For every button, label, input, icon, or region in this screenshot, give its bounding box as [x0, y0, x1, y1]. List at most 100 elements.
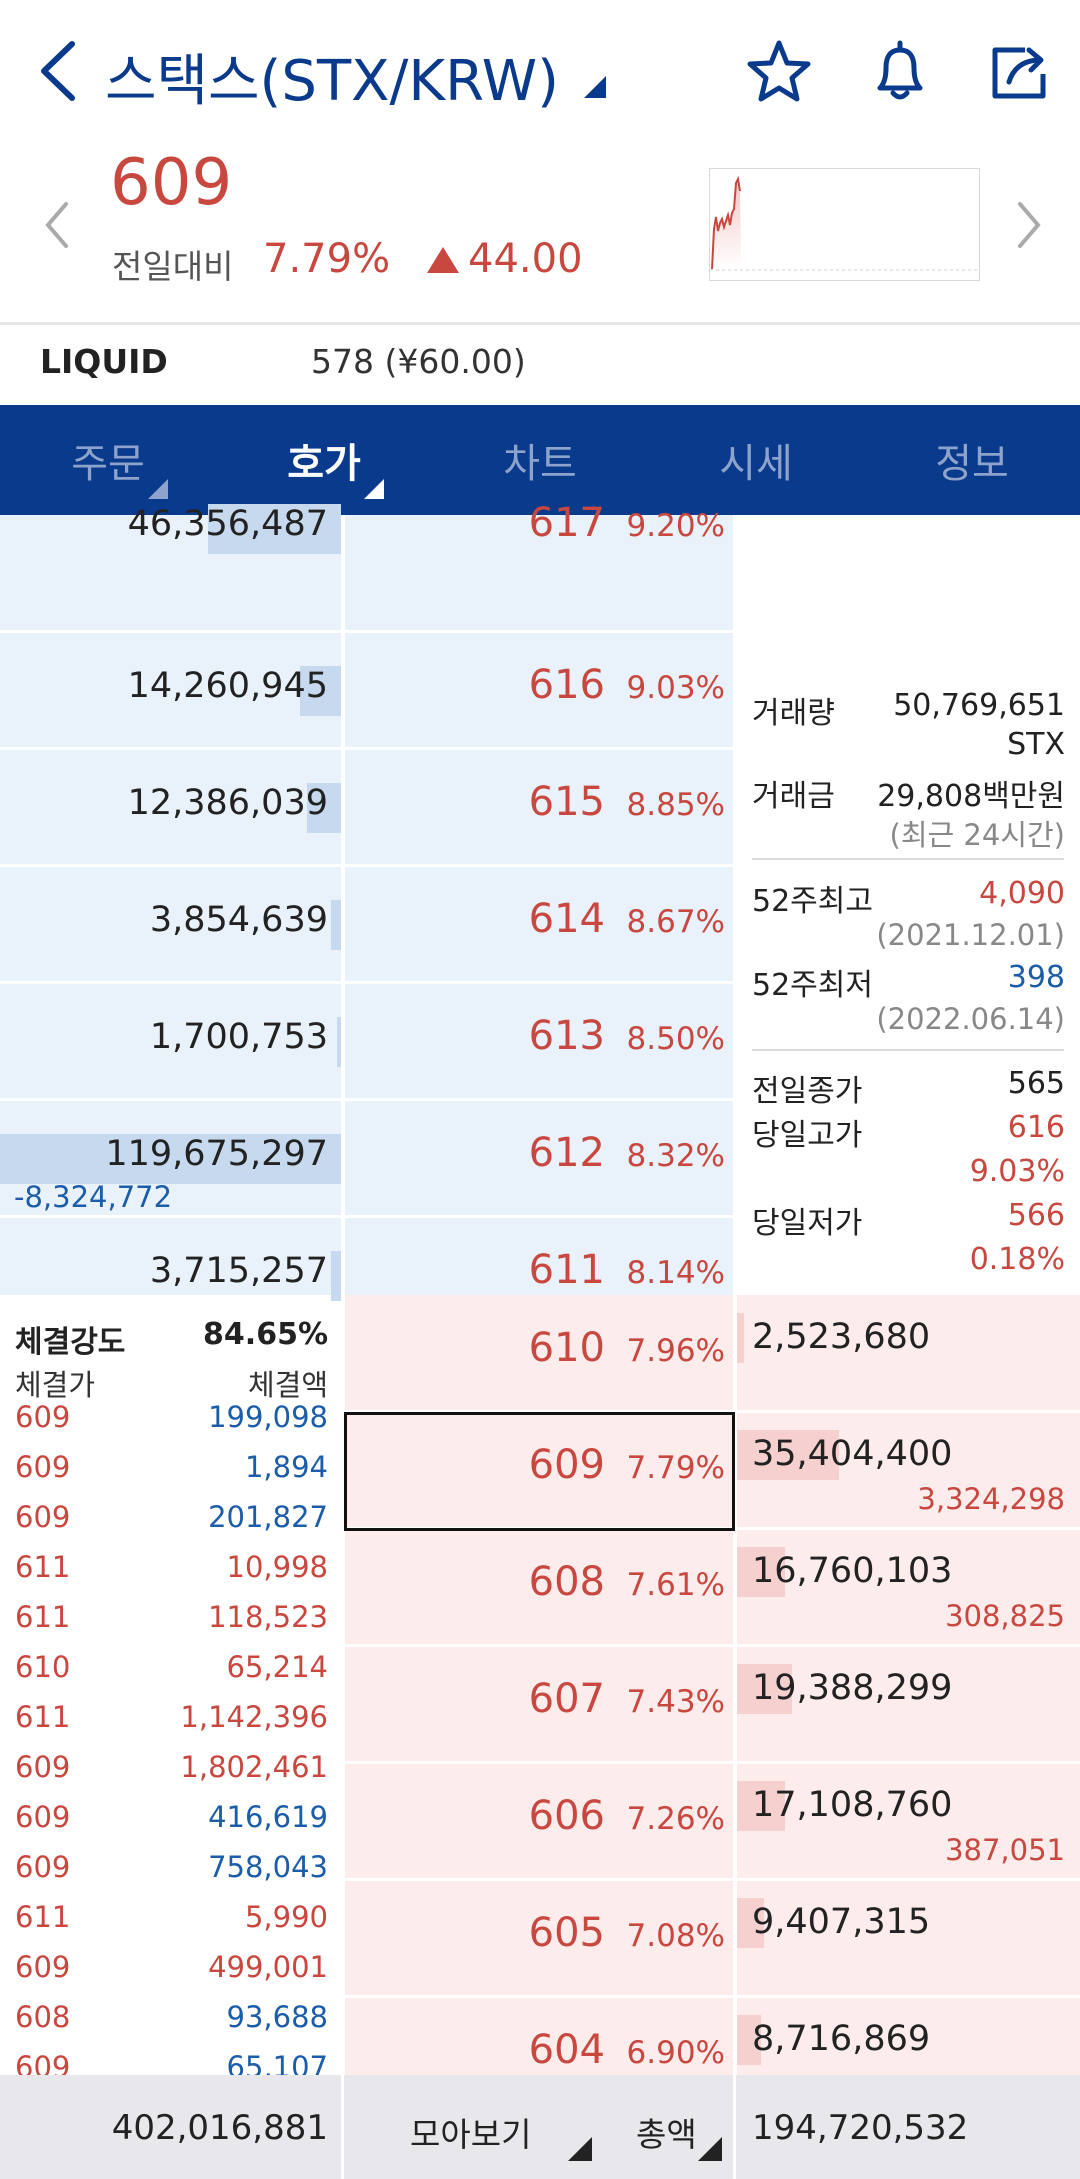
- trade-row: 611 5,990: [0, 1900, 341, 1950]
- trade-price: 609: [15, 1850, 71, 1884]
- day-high-value: 616: [1007, 1110, 1065, 1145]
- row-separator: [0, 1215, 341, 1218]
- trade-amount: 93,688: [226, 2000, 328, 2034]
- ask-price: 617: [528, 500, 605, 546]
- prev-close-value: 565: [1007, 1066, 1065, 1101]
- star-icon[interactable]: [745, 38, 813, 106]
- trade-price: 608: [15, 2000, 71, 2034]
- prev-asset-icon[interactable]: [42, 200, 72, 250]
- bid-volume-bar: [737, 1664, 792, 1714]
- back-icon[interactable]: [34, 36, 84, 106]
- trade-amount: 5,990: [244, 1900, 328, 1934]
- day-low-label: 당일저가: [752, 1206, 863, 1241]
- group-view-dropdown-icon[interactable]: [568, 2137, 592, 2161]
- row-separator: [737, 1761, 1080, 1764]
- trade-row: 611 118,523: [0, 1600, 341, 1650]
- row-separator: [345, 1644, 733, 1647]
- bid-price: 610: [528, 1325, 605, 1371]
- bid-price-column: [345, 1295, 733, 2075]
- trade-row: 609 65,107: [0, 2050, 341, 2075]
- row-separator: [345, 630, 733, 633]
- trade-amount: 65,214: [226, 1650, 328, 1684]
- volume-value: 50,769,651: [893, 688, 1065, 723]
- total-amount-dropdown-icon[interactable]: [698, 2137, 722, 2161]
- ask-price: 616: [528, 662, 605, 708]
- trade-price: 611: [15, 1900, 71, 1934]
- row-separator: [737, 1878, 1080, 1881]
- trade-price: 609: [15, 1750, 71, 1784]
- ask-price: 614: [528, 896, 605, 942]
- share-icon[interactable]: [985, 38, 1053, 106]
- bid-percent: 7.26%: [626, 1801, 725, 1837]
- ask-volume-bar: [337, 1017, 341, 1067]
- ask-percent: 9.20%: [626, 508, 725, 544]
- ask-price: 615: [528, 779, 605, 825]
- orderbook-footer: 402,016,881 모아보기 총액 194,720,532: [0, 2075, 1080, 2179]
- trade-amount: 1,142,396: [180, 1700, 328, 1734]
- ask-volume: 1,700,753: [149, 1017, 328, 1057]
- trade-price: 609: [15, 1450, 71, 1484]
- trade-strength-value: 84.65%: [203, 1317, 328, 1352]
- total-amount-button[interactable]: 총액: [636, 2115, 697, 2154]
- diff-percent: 7.79%: [263, 236, 391, 282]
- amount-note: (최근 24시간): [889, 818, 1065, 852]
- bid-price: 606: [528, 1793, 605, 1839]
- high52-label: 52주최고: [752, 884, 873, 919]
- row-separator: [345, 1215, 733, 1218]
- row-separator: [0, 747, 341, 750]
- ask-total: 402,016,881: [111, 2108, 328, 2148]
- trade-amount: 201,827: [208, 1500, 328, 1534]
- ask-volume-bar: [300, 666, 341, 716]
- ask-volume: 14,260,945: [127, 666, 328, 706]
- divider: [341, 2075, 344, 2179]
- bid-percent: 6.90%: [626, 2035, 725, 2071]
- trade-price: 609: [15, 1800, 71, 1834]
- asset-title[interactable]: 스택스(STX/KRW): [105, 49, 559, 114]
- tab-order[interactable]: 주문: [71, 441, 145, 487]
- day-low-value: 566: [1007, 1198, 1065, 1233]
- trade-list[interactable]: 609 199,098 609 1,894 609 201,827 611 10,998…: [0, 1400, 341, 2075]
- row-separator: [345, 1995, 733, 1998]
- bid-volume: 8,716,869: [752, 2019, 931, 2059]
- low52-label: 52주최저: [752, 968, 873, 1003]
- liquid-value: 578 (¥60.00): [311, 342, 526, 381]
- bid-volume: 17,108,760: [752, 1785, 953, 1825]
- bid-price: 607: [528, 1676, 605, 1722]
- row-separator: [737, 1995, 1080, 1998]
- trade-price: 609: [15, 2050, 71, 2075]
- ask-percent: 8.14%: [626, 1255, 725, 1291]
- day-high-label: 당일고가: [752, 1118, 863, 1153]
- tab-orderbook[interactable]: 호가: [287, 441, 361, 487]
- trade-amount: 10,998: [226, 1550, 328, 1584]
- day-high-percent: 9.03%: [969, 1154, 1065, 1189]
- bid-volume-bar: [737, 2015, 761, 2065]
- bid-price: 605: [528, 1910, 605, 1956]
- ask-percent: 9.03%: [626, 670, 725, 706]
- row-separator: [345, 864, 733, 867]
- trade-row: 611 10,998: [0, 1550, 341, 1600]
- tab-chart[interactable]: 차트: [503, 441, 577, 487]
- trade-price: 611: [15, 1600, 71, 1634]
- divider: [752, 858, 1064, 860]
- trade-price: 609: [15, 1400, 71, 1434]
- up-triangle-icon: [425, 245, 461, 275]
- trade-row: 609 499,001: [0, 1950, 341, 2000]
- volume-label: 거래량: [752, 696, 835, 731]
- bid-volume-bar: [737, 1547, 785, 1597]
- bid-volume-change: 3,324,298: [917, 1482, 1065, 1516]
- bell-icon[interactable]: [866, 38, 934, 106]
- row-separator: [737, 1410, 1080, 1413]
- tab-bar: 주문 호가 차트 시세 정보: [0, 405, 1080, 515]
- tab-market-price[interactable]: 시세: [719, 441, 793, 487]
- next-asset-icon[interactable]: [1014, 200, 1044, 250]
- ask-percent: 8.32%: [626, 1138, 725, 1174]
- title-dropdown-icon[interactable]: [584, 76, 606, 98]
- tab-info[interactable]: 정보: [935, 441, 1009, 487]
- bid-percent: 7.61%: [626, 1567, 725, 1603]
- tab-order-dropdown-icon[interactable]: [148, 479, 168, 499]
- group-view-button[interactable]: 모아보기: [410, 2115, 532, 2154]
- mini-chart[interactable]: [709, 168, 980, 281]
- row-separator: [345, 747, 733, 750]
- tab-orderbook-dropdown-icon[interactable]: [364, 479, 384, 499]
- high52-value: 4,090: [979, 876, 1065, 911]
